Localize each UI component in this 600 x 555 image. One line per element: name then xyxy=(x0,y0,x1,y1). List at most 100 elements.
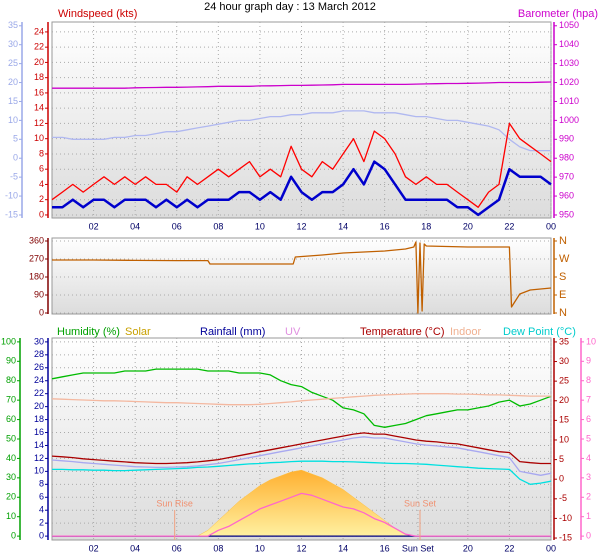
axis-tick-label: 14 xyxy=(34,103,44,113)
axis-tick-label: 16 xyxy=(34,87,44,97)
x-tick-label: 22 xyxy=(504,543,514,553)
axis-tick-label: 10 xyxy=(586,336,596,346)
axis-tick-label: 60 xyxy=(6,414,16,424)
line xyxy=(51,432,551,465)
axis-tick-label: E xyxy=(559,289,566,301)
x-tick-label: 16 xyxy=(380,543,390,553)
axis-tick-label: 14 xyxy=(34,440,44,450)
x-tick-label: 08 xyxy=(213,543,223,553)
axis-tick-label: 80 xyxy=(6,375,16,385)
x-tick-label: 14 xyxy=(338,221,348,231)
x-tick-label: 10 xyxy=(255,543,265,553)
x-tick-label: 16 xyxy=(380,221,390,231)
axis-tick-label: 950 xyxy=(559,209,574,219)
axis-tick-label: 1040 xyxy=(559,39,579,49)
line xyxy=(51,436,552,476)
axis-tick-label: 1000 xyxy=(559,115,579,125)
plot-area xyxy=(51,237,552,315)
line xyxy=(52,492,551,537)
axis-tick-label: 10 xyxy=(6,511,16,521)
annotation: Sun Set xyxy=(404,498,437,508)
axis-tick-label: 5 xyxy=(586,433,591,443)
axis-tick-label: 18 xyxy=(34,414,44,424)
axis-tick-label: -5 xyxy=(10,172,18,182)
axis-title: Windspeed (kts) xyxy=(58,8,137,20)
line xyxy=(52,81,552,89)
axis-tick-label: N xyxy=(559,235,567,247)
axis-tick-label: 0 xyxy=(39,209,44,219)
axis-tick-label: 0 xyxy=(586,530,591,540)
x-tick-label: 06 xyxy=(172,221,182,231)
axis-title: Barometer (hpa) xyxy=(518,8,598,20)
axis-tick-label: -10 xyxy=(5,190,18,200)
axis-tick-label: 20 xyxy=(6,492,16,502)
line xyxy=(52,241,552,314)
x-tick-label: 20 xyxy=(463,221,473,231)
axis-tick-label: 10 xyxy=(8,115,18,125)
axis-tick-label: 8 xyxy=(39,148,44,158)
x-tick-label: Sun Set xyxy=(402,543,435,553)
axis-tick-label: 12 xyxy=(34,453,44,463)
legend-label: Solar xyxy=(125,326,151,338)
axis-tick-label: 1020 xyxy=(559,77,579,87)
axis-tick-label: 10 xyxy=(34,133,44,143)
line xyxy=(52,110,551,152)
axis-tick-label: 50 xyxy=(6,433,16,443)
axis-tick-label: 970 xyxy=(559,172,574,182)
axis-tick-label: 28 xyxy=(34,349,44,359)
x-tick-label: 14 xyxy=(338,543,348,553)
axis-tick-label: 30 xyxy=(6,472,16,482)
x-tick-label: 00 xyxy=(546,221,556,231)
legend-label: UV xyxy=(285,326,301,338)
axis-tick-label: 20 xyxy=(8,77,18,87)
axis-tick-label: 1 xyxy=(586,511,591,521)
line xyxy=(51,368,552,428)
axis-tick-label: 4 xyxy=(39,505,44,515)
axis-tick-label: 100 xyxy=(1,336,16,346)
legend-label: Dew Point (°C) xyxy=(503,326,576,338)
axis-tick-label: 6 xyxy=(586,414,591,424)
axis-tick-label: S xyxy=(559,271,566,283)
axis-tick-label: 20 xyxy=(559,395,569,405)
legend-label: Temperature (°C) xyxy=(360,326,444,338)
axis-tick-label: 960 xyxy=(559,190,574,200)
x-tick-label: 12 xyxy=(296,221,306,231)
x-tick-label: 04 xyxy=(130,221,140,231)
annotation: Sun Rise xyxy=(156,498,193,508)
axis-tick-label: 0 xyxy=(39,530,44,540)
axis-tick-label: 6 xyxy=(39,164,44,174)
legend-label: Rainfall (mm) xyxy=(200,326,265,338)
line xyxy=(52,460,552,485)
legend-label: Indoor xyxy=(450,326,482,338)
plot-area xyxy=(51,21,552,219)
axis-tick-label: 20 xyxy=(34,401,44,411)
axis-tick-label: 30 xyxy=(559,356,569,366)
axis-tick-label: 3 xyxy=(586,472,591,482)
x-tick-label: 10 xyxy=(255,221,265,231)
axis-tick-label: 4 xyxy=(39,179,44,189)
axis-tick-label: 22 xyxy=(34,388,44,398)
axis-tick-label: 1050 xyxy=(559,20,579,30)
axis-tick-label: 24 xyxy=(34,26,44,36)
axis-tick-label: -15 xyxy=(5,209,18,219)
axis-tick-label: 4 xyxy=(586,453,591,463)
axis-tick-label: 9 xyxy=(586,356,591,366)
axis-tick-label: 70 xyxy=(6,395,16,405)
x-tick-label: 12 xyxy=(296,543,306,553)
axis-tick-label: 16 xyxy=(34,427,44,437)
axis-tick-label: 40 xyxy=(6,453,16,463)
axis-tick-label: N xyxy=(559,307,567,319)
axis-tick-label: -15 xyxy=(559,532,572,542)
axis-tick-label: 8 xyxy=(39,479,44,489)
x-tick-label: 20 xyxy=(463,543,473,553)
x-tick-label: 06 xyxy=(172,543,182,553)
axis-tick-label: 2 xyxy=(39,518,44,528)
axis-tick-label: 6 xyxy=(39,492,44,502)
axis-tick-label: 25 xyxy=(8,58,18,68)
x-tick-label: 18 xyxy=(421,221,431,231)
axis-tick-label: 30 xyxy=(34,336,44,346)
axis-tick-label: 18 xyxy=(34,72,44,82)
axis-tick-label: 15 xyxy=(8,96,18,106)
